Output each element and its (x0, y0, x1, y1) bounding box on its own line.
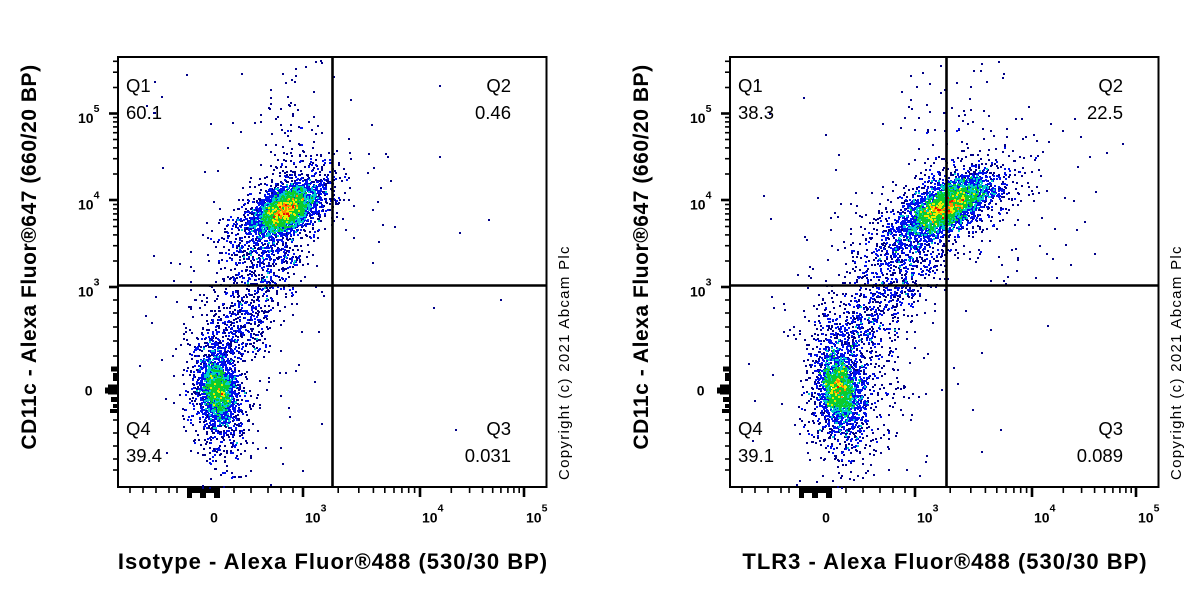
svg-text:Q1: Q1 (738, 75, 763, 96)
svg-text:Q1: Q1 (126, 75, 151, 96)
svg-text:0.031: 0.031 (465, 445, 511, 466)
svg-text:39.4: 39.4 (126, 445, 162, 466)
svg-text:0: 0 (85, 383, 93, 399)
svg-text:TLR3 - Alexa Fluor®488 (530/30: TLR3 - Alexa Fluor®488 (530/30 BP) (742, 549, 1147, 574)
svg-text:Copyright (c) 2021 Abcam Plc: Copyright (c) 2021 Abcam Plc (1168, 245, 1185, 480)
svg-text:22.5: 22.5 (1087, 102, 1123, 123)
svg-text:39.1: 39.1 (738, 445, 774, 466)
svg-text:Q2: Q2 (1098, 75, 1123, 96)
svg-text:38.3: 38.3 (738, 102, 774, 123)
svg-text:Q3: Q3 (1098, 418, 1123, 439)
svg-text:Q2: Q2 (486, 75, 511, 96)
svg-text:CD11c - Alexa Fluor®647 (660/2: CD11c - Alexa Fluor®647 (660/20 BP) (18, 64, 41, 449)
svg-text:Q4: Q4 (738, 418, 763, 439)
svg-text:Q3: Q3 (486, 418, 511, 439)
svg-text:Q4: Q4 (126, 418, 151, 439)
svg-text:0.089: 0.089 (1077, 445, 1123, 466)
svg-text:0.46: 0.46 (475, 102, 511, 123)
svg-text:0: 0 (210, 510, 218, 526)
svg-text:Isotype - Alexa Fluor®488 (530: Isotype - Alexa Fluor®488 (530/30 BP) (118, 549, 548, 574)
svg-text:60.1: 60.1 (126, 102, 162, 123)
svg-text:0: 0 (822, 510, 830, 526)
svg-text:Copyright (c) 2021 Abcam Plc: Copyright (c) 2021 Abcam Plc (556, 245, 573, 480)
svg-text:CD11c - Alexa Fluor®647 (660/2: CD11c - Alexa Fluor®647 (660/20 BP) (630, 64, 653, 449)
svg-text:0: 0 (697, 383, 705, 399)
